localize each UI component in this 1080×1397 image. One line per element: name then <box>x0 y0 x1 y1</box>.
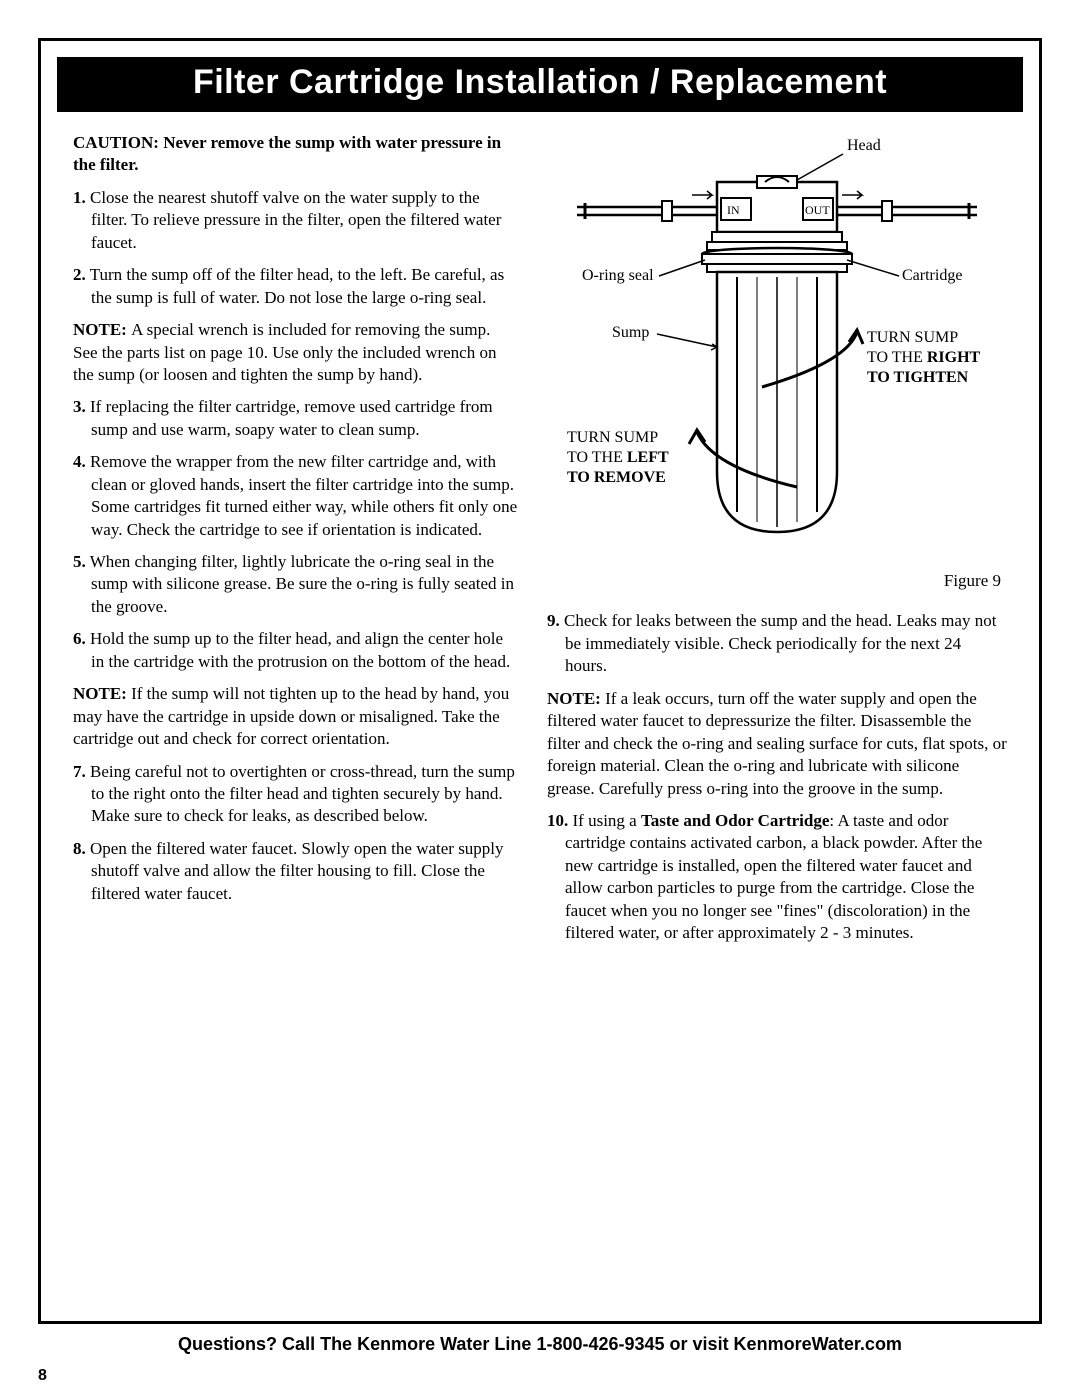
label-left-2: TO THE LEFT <box>567 449 669 466</box>
step-10: 10. If using a Taste and Odor Cartridge:… <box>547 810 1007 945</box>
step-8: 8. Open the filtered water faucet. Slowl… <box>73 838 519 905</box>
step-text: If replacing the filter cartridge, remov… <box>90 397 493 438</box>
step-2: 2. Turn the sump off of the filter head,… <box>73 264 519 309</box>
step-num: 3. <box>73 397 86 416</box>
step-text: Turn the sump off of the filter head, to… <box>90 265 505 306</box>
label-left-1: TURN SUMP <box>567 429 658 446</box>
label-right-3: TO TIGHTEN <box>867 369 969 386</box>
note-label: NOTE: <box>73 320 131 339</box>
note-text: A special wrench is included for removin… <box>73 320 496 384</box>
step-text: Check for leaks between the sump and the… <box>564 611 996 675</box>
step-text: Hold the sump up to the filter head, and… <box>90 629 510 670</box>
label-left-3: TO REMOVE <box>567 469 666 486</box>
step-6: 6. Hold the sump up to the filter head, … <box>73 628 519 673</box>
step-text: If using a Taste and Odor Cartridge: A t… <box>565 811 982 942</box>
note-1: NOTE: A special wrench is included for r… <box>73 319 519 386</box>
label-out: OUT <box>805 203 830 217</box>
step-num: 10. <box>547 811 568 830</box>
label-in: IN <box>727 203 740 217</box>
page-number: 8 <box>38 1367 47 1385</box>
right-column: Head IN <box>547 132 1007 955</box>
left-column: CAUTION: Never remove the sump with wate… <box>73 132 519 955</box>
label-oring: O-ring seal <box>582 267 654 284</box>
section-title: Filter Cartridge Installation / Replacem… <box>57 57 1023 112</box>
label-right-2: TO THE RIGHT <box>867 349 981 366</box>
label-right-1: TURN SUMP <box>867 329 958 346</box>
figure-caption: Figure 9 <box>547 570 1001 592</box>
step-num: 8. <box>73 839 86 858</box>
step-1: 1. Close the nearest shutoff valve on th… <box>73 187 519 254</box>
filter-diagram-svg: Head IN <box>547 132 1007 552</box>
step-5: 5. When changing filter, lightly lubrica… <box>73 551 519 618</box>
step-num: 1. <box>73 188 86 207</box>
step-7: 7. Being careful not to overtighten or c… <box>73 761 519 828</box>
step-num: 4. <box>73 452 86 471</box>
note-3: NOTE: If a leak occurs, turn off the wat… <box>547 688 1007 800</box>
step-9: 9. Check for leaks between the sump and … <box>547 610 1007 677</box>
step-num: 7. <box>73 762 86 781</box>
step-text: When changing filter, lightly lubricate … <box>90 552 514 616</box>
note-label: NOTE: <box>73 684 131 703</box>
step-text: Remove the wrapper from the new filter c… <box>90 452 517 538</box>
step-num: 9. <box>547 611 560 630</box>
label-sump: Sump <box>612 324 649 341</box>
footer-contact: Questions? Call The Kenmore Water Line 1… <box>38 1334 1042 1355</box>
figure-9-diagram: Head IN <box>547 132 1007 552</box>
step-4: 4. Remove the wrapper from the new filte… <box>73 451 519 541</box>
step-num: 2. <box>73 265 86 284</box>
step-num: 6. <box>73 629 86 648</box>
step-text: Close the nearest shutoff valve on the w… <box>90 188 501 252</box>
note-text: If the sump will not tighten up to the h… <box>73 684 509 748</box>
note-label: NOTE: <box>547 689 605 708</box>
note-2: NOTE: If the sump will not tighten up to… <box>73 683 519 750</box>
step-text: Open the filtered water faucet. Slowly o… <box>90 839 504 903</box>
page-frame: Filter Cartridge Installation / Replacem… <box>38 38 1042 1324</box>
step-num: 5. <box>73 552 86 571</box>
step-3: 3. If replacing the filter cartridge, re… <box>73 396 519 441</box>
note-text: If a leak occurs, turn off the water sup… <box>547 689 1007 798</box>
caution-text: CAUTION: Never remove the sump with wate… <box>73 132 519 177</box>
content-columns: CAUTION: Never remove the sump with wate… <box>41 112 1039 955</box>
label-head: Head <box>847 137 881 154</box>
step-text: Being careful not to overtighten or cros… <box>90 762 515 826</box>
label-cartridge: Cartridge <box>902 267 962 284</box>
